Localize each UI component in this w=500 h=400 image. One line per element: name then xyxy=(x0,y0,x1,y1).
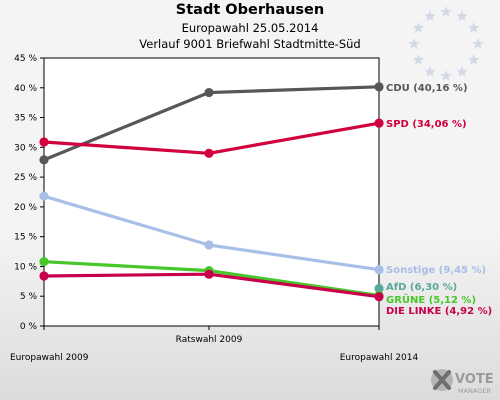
series-label: GRÜNE (5,12 %) xyxy=(386,292,476,306)
series-label: DIE LINKE (4,92 %) xyxy=(386,306,492,317)
series-label: AfD (6,30 %) xyxy=(386,282,457,293)
x-tick-label: Europawahl 2009 xyxy=(10,353,89,363)
eu-star-icon xyxy=(408,38,420,49)
vote-manager-logo-text: VOTE xyxy=(455,372,494,387)
y-tick-label: 45 % xyxy=(14,54,37,64)
data-point xyxy=(39,137,49,147)
y-axis: 0 % 5 % 10 % 15 % 20 % 25 % 30 % 35 % 40 % 45 % xyxy=(14,54,44,332)
data-point xyxy=(204,269,214,279)
data-point xyxy=(374,292,384,302)
chart-subtitle-2: Verlauf 9001 Briefwahl Stadtmitte-Süd xyxy=(139,37,361,51)
chart-title: Stadt Oberhausen xyxy=(175,2,325,18)
data-point xyxy=(204,148,214,158)
y-tick-label: 35 % xyxy=(14,114,37,124)
eu-star-icon xyxy=(440,6,452,17)
series-labels: CDU (40,16 %) SPD (34,06 %) Sonstige (9,45… xyxy=(386,83,492,317)
eu-star-icon xyxy=(440,70,452,81)
x-tick-label: Ratswahl 2009 xyxy=(176,335,243,345)
chart-subtitle: Europawahl 25.05.2014 xyxy=(181,21,319,35)
y-tick-label: 25 % xyxy=(14,173,37,183)
y-tick-label: 40 % xyxy=(14,84,37,94)
vote-manager-x-icon xyxy=(433,370,451,390)
eu-star-icon xyxy=(468,54,480,65)
data-point xyxy=(374,118,384,128)
x-tick-label: Europawahl 2014 xyxy=(340,353,419,363)
vote-manager-logo-subtext: MANAGER xyxy=(458,387,491,395)
y-tick-label: 15 % xyxy=(14,233,37,243)
eu-stars-icon xyxy=(408,6,484,81)
eu-star-icon xyxy=(472,38,484,49)
eu-star-icon xyxy=(424,65,436,77)
series-lines xyxy=(39,82,384,302)
data-point xyxy=(374,283,384,294)
eu-star-icon xyxy=(412,22,424,33)
data-point xyxy=(204,87,214,98)
data-point xyxy=(374,82,384,92)
series-label: CDU (40,16 %) xyxy=(386,83,468,94)
data-point xyxy=(39,155,49,165)
eu-star-icon xyxy=(456,10,468,22)
y-tick-label: 30 % xyxy=(14,143,37,153)
eu-star-icon xyxy=(412,54,424,65)
y-tick-label: 10 % xyxy=(14,262,37,272)
y-tick-label: 20 % xyxy=(14,203,37,213)
eu-star-icon xyxy=(424,10,436,22)
data-point xyxy=(204,240,214,250)
x-axis: Europawahl 2009 Ratswahl 2009 Europawahl 2… xyxy=(10,326,419,363)
series-label: SPD (34,06 %) xyxy=(386,119,467,130)
y-tick-label: 5 % xyxy=(20,292,38,302)
y-tick-label: 0 % xyxy=(20,322,38,332)
data-point xyxy=(374,265,384,275)
data-point xyxy=(39,257,49,267)
data-point xyxy=(39,191,49,201)
data-point xyxy=(39,271,49,281)
eu-star-icon xyxy=(468,22,480,33)
eu-star-icon xyxy=(456,65,468,77)
plot-area xyxy=(43,57,380,327)
vote-manager-logo: VOTE MANAGER xyxy=(431,369,494,395)
series-label: Sonstige (9,45 %) xyxy=(386,265,486,276)
